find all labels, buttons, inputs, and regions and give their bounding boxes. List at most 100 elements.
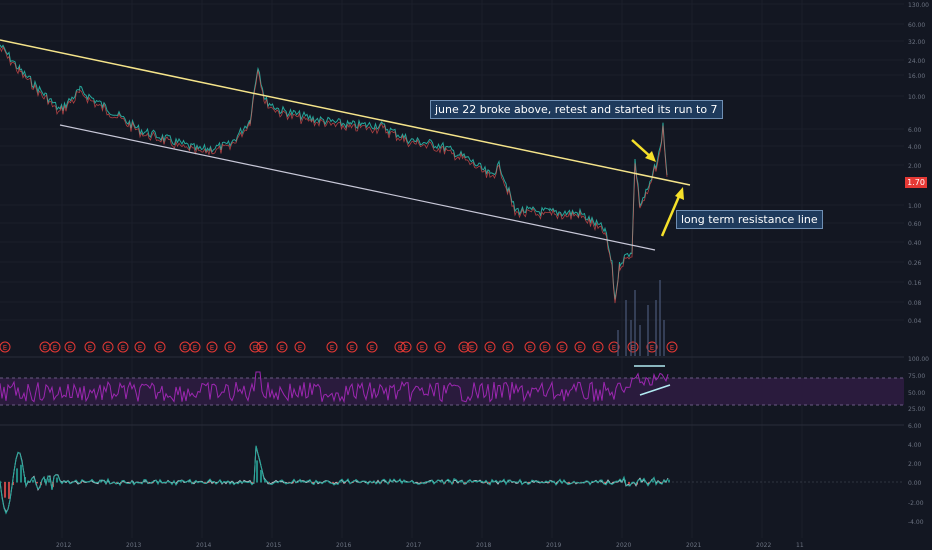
macd-histogram-bar (472, 482, 474, 483)
earnings-marker-icon (84, 341, 96, 353)
grid (0, 481, 904, 483)
earnings-marker-icon (524, 341, 536, 353)
earnings-marker-icon (49, 341, 61, 353)
earnings-marker-label: E (543, 344, 547, 352)
price-tick-label: 24.00 (908, 58, 925, 65)
macd-histogram-bar (352, 482, 354, 483)
time-tick-label: 2017 (406, 542, 421, 549)
earnings-marker-icon (400, 341, 412, 353)
macd-histogram-bar (392, 481, 394, 483)
earnings-marker-icon (539, 341, 551, 353)
price-tick-label: 130.00 (908, 2, 929, 9)
earnings-marker-label: E (370, 344, 374, 352)
earnings-marker-label: E (528, 344, 532, 352)
price-tick-label: 2.00 (908, 163, 922, 170)
price-tick-label: 0.40 (908, 240, 922, 247)
macd-histogram-bar (568, 482, 570, 484)
earnings-marker-label: E (298, 344, 302, 352)
macd-histogram-bar (48, 478, 50, 483)
macd-histogram-bar (448, 481, 450, 483)
earnings-marker-icon (556, 341, 568, 353)
macd-histogram-bar (440, 481, 442, 483)
earnings-marker-icon (206, 341, 218, 353)
earnings-marker-label: E (420, 344, 424, 352)
time-tick-label: 2022 (756, 542, 771, 549)
earnings-marker-label: E (121, 344, 125, 352)
arrow-up-head-icon (675, 187, 684, 200)
earnings-marker-label: E (183, 344, 187, 352)
price-tick-label: 4.00 (908, 144, 922, 151)
macd-histogram-bar (204, 482, 206, 484)
earnings-marker-icon (466, 341, 478, 353)
current-price-tag: 1.70 (905, 177, 927, 188)
earnings-marker-label: E (43, 344, 47, 352)
macd-histogram-bar (548, 482, 550, 484)
macd-tick-label: 4.00 (908, 442, 922, 449)
macd-histogram-bar (488, 482, 490, 484)
rsi-pane (0, 365, 904, 406)
macd-histogram-bar (20, 464, 22, 483)
earnings-marker-label: E (330, 344, 334, 352)
price-tick-label: 6.00 (908, 127, 922, 134)
earnings-marker-label: E (193, 344, 197, 352)
macd-histogram-bar (600, 481, 602, 483)
earnings-marker-label: E (650, 344, 654, 352)
earnings-marker-icon (627, 341, 639, 353)
earnings-marker-label: E (88, 344, 92, 352)
earnings-marker-icon (366, 341, 378, 353)
macd-tick-label: 0.00 (908, 480, 922, 487)
macd-histogram-bar (252, 482, 254, 484)
rsi-tick-label: 100.00 (908, 356, 929, 363)
earnings-marker-icon (434, 341, 446, 353)
earnings-marker-label: E (670, 344, 674, 352)
macd-histogram-bar (332, 482, 334, 484)
macd-histogram-bar (4, 482, 6, 498)
macd-pane (0, 445, 670, 515)
earnings-marker-label: E (253, 344, 257, 352)
earnings-marker-label: E (404, 344, 408, 352)
macd-histogram-bar (308, 481, 310, 483)
earnings-marker-icon (346, 341, 358, 353)
price-tick-label: 32.00 (908, 39, 925, 46)
price-axis: 130.00 60.00 32.00 24.00 16.00 10.00 6.00 4.00 2… (908, 2, 929, 325)
macd-histogram-bar (256, 460, 258, 483)
earnings-marker-label: E (506, 344, 510, 352)
macd-histogram-bar (292, 482, 294, 484)
price-tick-label: 10.00 (908, 94, 925, 101)
earnings-marker-label: E (438, 344, 442, 352)
macd-histogram-bar (652, 480, 654, 483)
macd-signal-series (0, 445, 669, 515)
macd-histogram-bar (644, 480, 646, 483)
macd-histogram-bar (420, 482, 422, 484)
rsi-tick-label: 50.00 (908, 390, 925, 397)
macd-histogram-bar (208, 482, 210, 483)
time-tick-label: 2016 (336, 542, 351, 549)
arrow-up-icon (660, 193, 682, 237)
time-tick-label: 2020 (616, 542, 631, 549)
earnings-marker-icon (484, 341, 496, 353)
macd-histogram-bar (16, 468, 18, 483)
time-tick-label: 2014 (196, 542, 211, 549)
rsi-tick-label: 75.00 (908, 373, 925, 380)
macd-histogram-bar (88, 481, 90, 483)
macd-histogram-bar (188, 481, 190, 483)
earnings-marker-label: E (560, 344, 564, 352)
macd-histogram-bar (604, 482, 606, 484)
time-tick-label: 2021 (686, 542, 701, 549)
rsi-bottom-trendline (639, 384, 671, 396)
macd-histogram-bar (500, 481, 502, 483)
earnings-marker-icon (416, 341, 428, 353)
earnings-marker-label: E (106, 344, 110, 352)
price-tick-label: 0.26 (908, 260, 922, 267)
rsi-band (0, 378, 904, 405)
earnings-marker-label: E (350, 344, 354, 352)
earnings-marker-icon (102, 341, 114, 353)
macd-histogram-bar (508, 481, 510, 483)
earnings-marker-icon (134, 341, 146, 353)
earnings-marker-icon (458, 341, 470, 353)
time-tick-label: 2012 (56, 542, 71, 549)
macd-histogram-bar (336, 482, 338, 483)
resistance-trendline (0, 39, 691, 186)
